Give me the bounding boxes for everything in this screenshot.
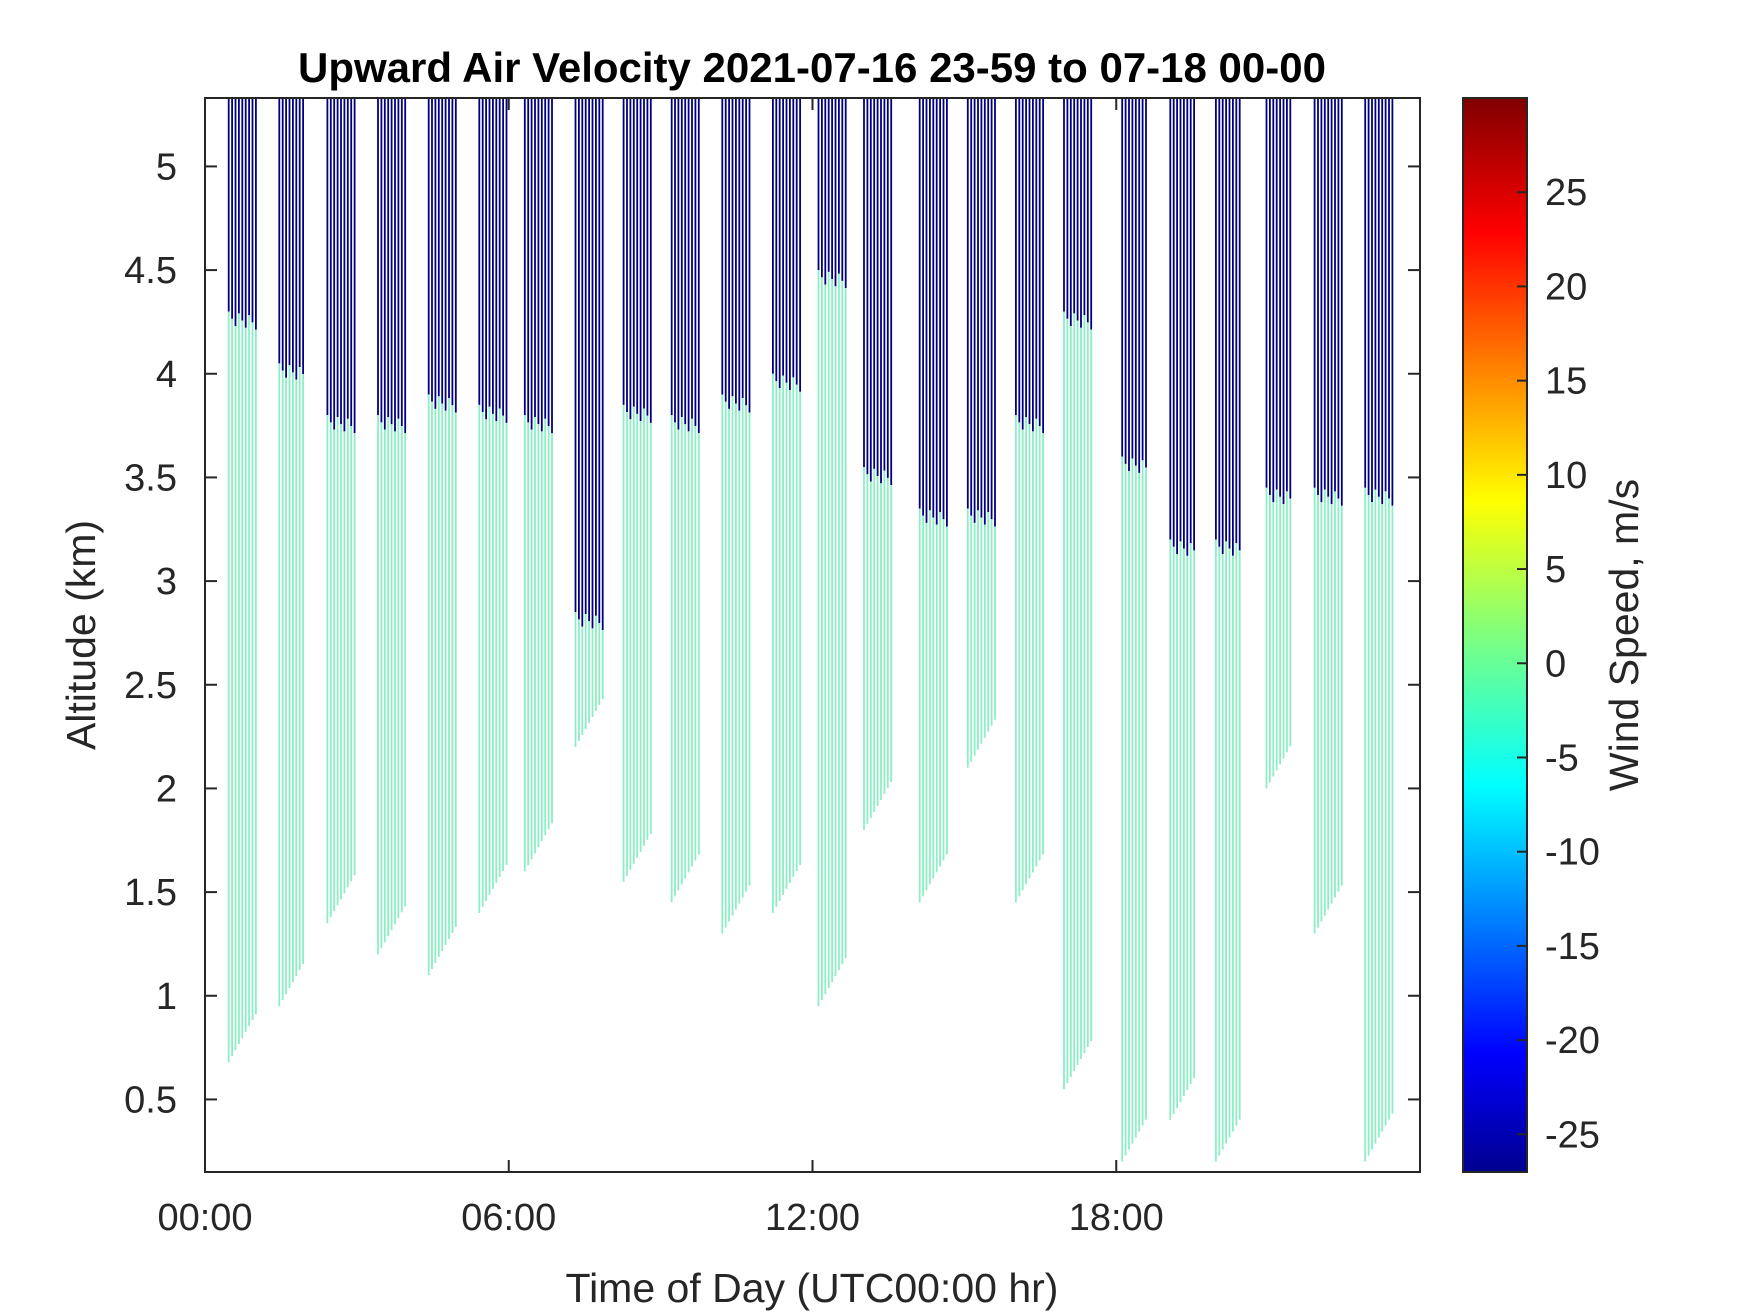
y-tick-label: 4 [156,354,177,396]
heatmap-column-2 [278,98,304,1007]
heatmap-column-5 [427,98,457,975]
colorbar-tick-label: -15 [1545,926,1600,968]
y-tick-label: 4.5 [124,250,177,292]
heatmap-column-1 [227,98,257,1063]
heatmap-area [227,98,1394,1162]
colorbar-tick-label: 20 [1545,266,1587,308]
heatmap-column-11 [721,98,751,934]
colorbar-tick-label: -25 [1545,1114,1600,1156]
x-tick-label: 18:00 [1069,1197,1164,1239]
colorbar-tick-label: 10 [1545,455,1587,497]
y-tick-label: 3 [156,561,177,603]
chart-title: Upward Air Velocity 2021-07-16 23-59 to … [298,44,1326,91]
heatmap-column-4 [377,98,407,955]
colorbar-tick-label: 15 [1545,361,1587,403]
y-tick-label: 3.5 [124,457,177,499]
colorbar-tick-label: -10 [1545,832,1600,874]
heatmap-column-8 [574,98,604,747]
heatmap-column-22 [1265,98,1292,789]
x-tick-label: 06:00 [461,1197,556,1239]
y-tick-label: 1 [156,976,177,1018]
colorbar [1462,97,1528,1173]
x-tick-label: 00:00 [157,1197,252,1239]
colorbar-tick-label: 25 [1545,172,1587,214]
colorbar-ticks: 25 20 15 10 5 0 -5 -10 -15 -20 -25 [1517,172,1600,1156]
y-tick-label: 2.5 [124,665,177,707]
colorbar-tick-label: -5 [1545,737,1579,779]
heatmap-column-18 [1063,98,1093,1090]
y-axis-label: Altitude (km) [58,520,104,750]
heatmap-column-9 [622,98,652,882]
heatmap-column-17 [1015,98,1044,903]
heatmap-column-19 [1121,98,1147,1162]
heatmap-column-20 [1169,98,1195,1121]
colorbar-tick-label: 5 [1545,549,1566,591]
x-axis-label: Time of Day (UTC00:00 hr) [566,1265,1059,1311]
heatmap-column-15 [918,98,948,903]
heatmap-column-13 [817,98,847,1007]
heatmap-column-6 [478,98,508,913]
heatmap-column-7 [523,98,553,872]
colorbar-label: Wind Speed, m/s [1601,479,1647,791]
colorbar-tick-label: 0 [1545,643,1566,685]
heatmap-column-24 [1364,98,1394,1162]
plot-axes-box [204,97,1421,1173]
y-tick-label: 5 [156,146,177,188]
y-tick-label: 1.5 [124,872,177,914]
heatmap-column-12 [772,98,801,913]
y-tick-label: 2 [156,768,177,810]
heatmap-column-3 [326,98,356,924]
heatmap-column-21 [1215,98,1241,1162]
heatmap-column-10 [670,98,700,903]
colorbar-tick-label: -20 [1545,1020,1600,1062]
x-axis: 00:00 06:00 12:00 18:00 [157,98,1164,1239]
y-axis: 0.5 1 1.5 2 2.5 3 3.5 4 4.5 5 [124,146,1420,1121]
heatmap-column-23 [1313,98,1343,934]
heatmap-column-14 [863,98,893,830]
heatmap-column-16 [966,98,996,768]
y-tick-label: 0.5 [124,1079,177,1121]
x-tick-label: 12:00 [765,1197,860,1239]
